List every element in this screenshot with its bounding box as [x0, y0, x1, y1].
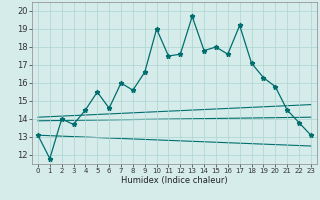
X-axis label: Humidex (Indice chaleur): Humidex (Indice chaleur)	[121, 176, 228, 185]
